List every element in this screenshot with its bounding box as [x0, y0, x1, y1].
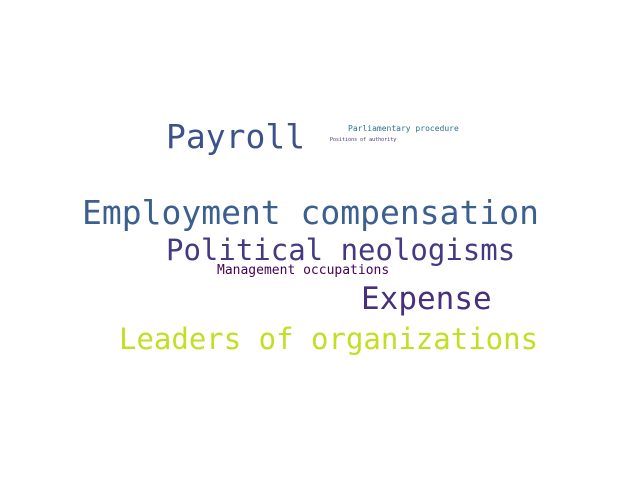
word-expense: Expense — [361, 281, 492, 317]
word-management-occupations: Management occupations — [217, 263, 390, 278]
word-leaders-of-organizations: Leaders of organizations — [119, 322, 539, 356]
word-political-neologisms: Political neologisms — [166, 233, 516, 267]
word-payroll: Payroll — [166, 117, 306, 156]
word-positions-of-authority: Positions of authority — [330, 137, 397, 143]
word-parliamentary-procedure: Parliamentary procedure — [348, 124, 459, 133]
word-employment-compensation: Employment compensation — [82, 193, 539, 232]
